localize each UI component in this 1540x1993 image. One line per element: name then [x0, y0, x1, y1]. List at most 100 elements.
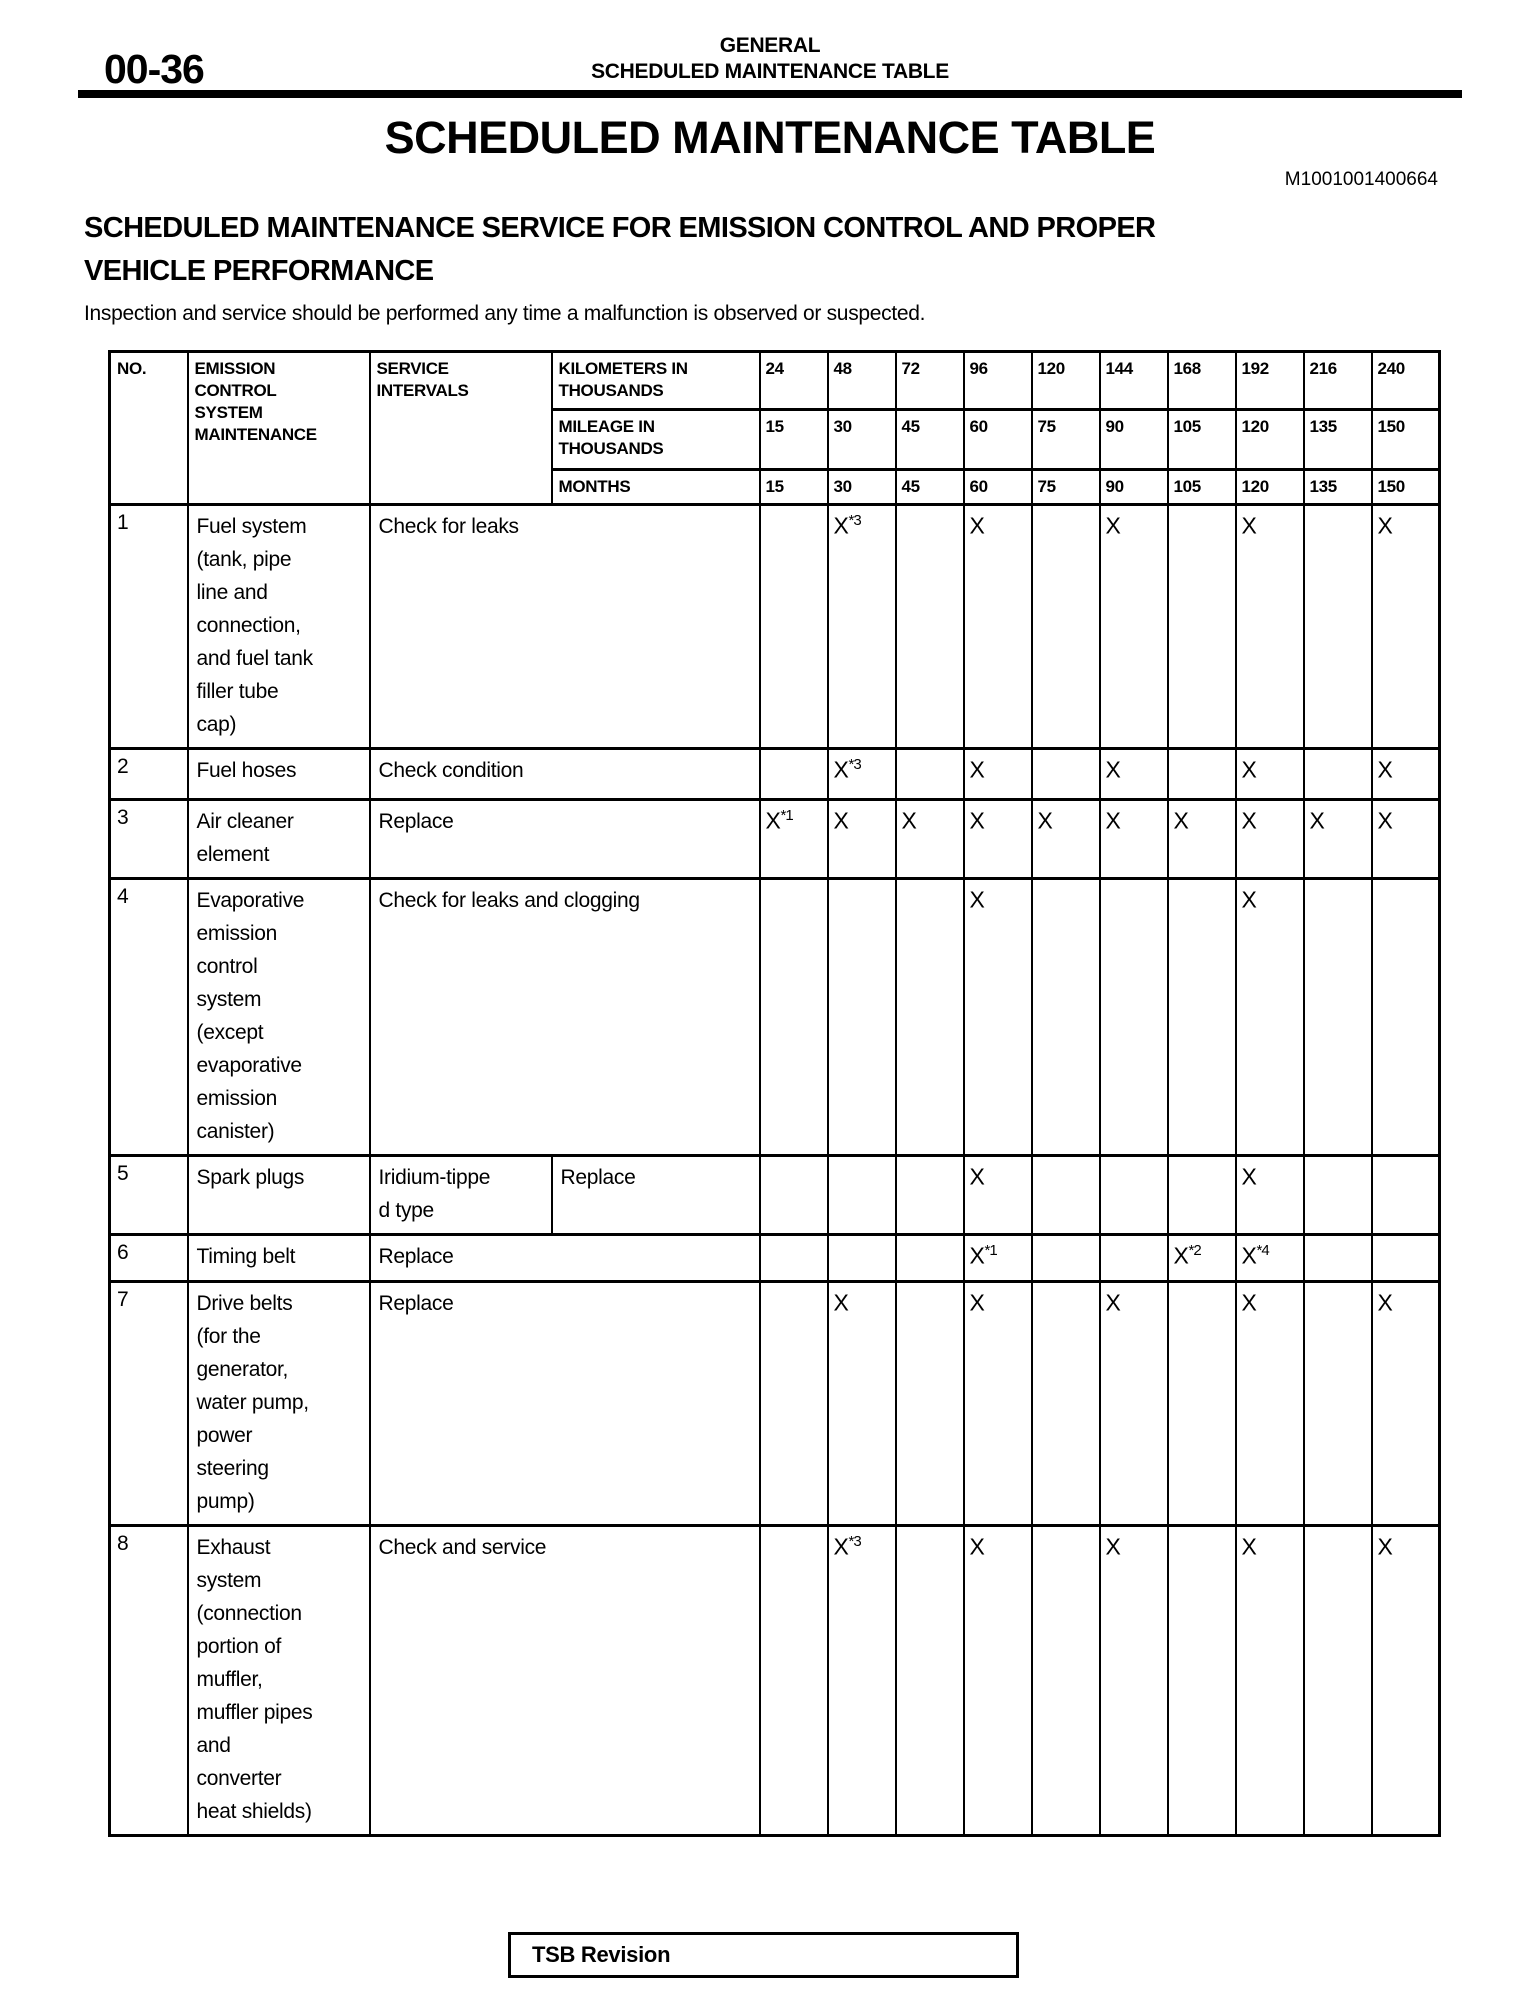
mark-cell: X: [1234, 1524, 1305, 1837]
km-value: 144: [1098, 350, 1169, 411]
mark-cell: [1302, 1233, 1373, 1283]
item-cell: Timing belt: [186, 1233, 371, 1283]
item-cell: Air cleaner element: [186, 798, 371, 880]
mark-footnote: *1: [780, 807, 794, 824]
mark-x: X: [1241, 807, 1257, 834]
col-header-intervals: SERVICE INTERVALS: [368, 350, 553, 506]
mark-x: X: [969, 512, 985, 539]
mark-cell: [1166, 1280, 1237, 1527]
mark-cell: X: [1234, 503, 1305, 750]
mark-x: X: [833, 512, 849, 539]
mark-cell: [894, 747, 965, 801]
mark-x: X: [1377, 512, 1393, 539]
table-row-air-cleaner: 3 Air cleaner element Replace X*1 X X X …: [108, 798, 1441, 880]
km-value: 216: [1302, 350, 1373, 411]
mark-cell: X*2: [1166, 1233, 1237, 1283]
mark-cell: [1166, 1154, 1237, 1236]
mark-x: X: [1105, 512, 1121, 539]
mark-cell: X: [1234, 747, 1305, 801]
page-number: 00-36: [104, 46, 205, 92]
mark-cell: X: [1098, 1280, 1169, 1527]
mark-x: X: [1105, 756, 1121, 783]
mark-cell: [894, 1280, 965, 1527]
col-header-no: NO.: [108, 350, 189, 506]
mark-cell: X: [1234, 1280, 1305, 1527]
km-value: 192: [1234, 350, 1305, 411]
mark-cell: [1030, 1524, 1101, 1837]
document-code: M1001001400664: [1284, 169, 1438, 190]
mark-cell: X: [1166, 798, 1237, 880]
mileage-value: 135: [1302, 408, 1373, 471]
mark-x: X: [833, 807, 849, 834]
mileage-value: 120: [1234, 408, 1305, 471]
mark-cell: [1030, 1280, 1101, 1527]
mark-cell: X: [826, 798, 897, 880]
mark-cell: X*3: [826, 747, 897, 801]
header-row-mileage: MILEAGE IN THOUSANDS 15 30 45 60 75 90 1…: [110, 408, 1441, 471]
chapter-title: GENERAL: [719, 34, 821, 57]
mileage-value: 45: [894, 408, 965, 471]
mark-cell: X: [962, 877, 1033, 1157]
mark-cell: [1030, 1233, 1101, 1283]
table-row-fuel-system: 1 Fuel system (tank, pipe line and conne…: [108, 503, 1441, 750]
mark-cell: X: [1234, 1154, 1305, 1236]
months-value: 105: [1166, 468, 1237, 506]
mark-cell: [894, 1524, 965, 1837]
km-value: 168: [1166, 350, 1237, 411]
mark-cell: X*1: [962, 1233, 1033, 1283]
service-cell: Replace: [368, 798, 761, 880]
mark-cell: X*3: [826, 503, 897, 750]
mark-x: X: [833, 1533, 849, 1560]
mark-footnote: *3: [848, 512, 862, 529]
mileage-value: 105: [1166, 408, 1237, 471]
km-value: 48: [826, 350, 897, 411]
mark-cell: X: [1030, 798, 1101, 880]
mark-cell: [894, 1233, 965, 1283]
mark-cell: [894, 503, 965, 750]
mark-cell: [1302, 877, 1373, 1157]
service-cell: Replace: [368, 1280, 761, 1527]
mark-footnote: *4: [1256, 1242, 1270, 1259]
table-row-fuel-hoses: 2 Fuel hoses Check condition X*3 X X X X: [108, 747, 1441, 801]
mark-cell: X: [1098, 503, 1169, 750]
mark-x: X: [1105, 807, 1121, 834]
km-value: 240: [1370, 350, 1441, 411]
mark-cell: X*3: [826, 1524, 897, 1837]
months-value: 135: [1302, 468, 1373, 506]
mark-cell: X: [826, 1280, 897, 1527]
header-row-kilometers: NO. EMISSION CONTROL SYSTEM MAINTENANCE …: [108, 350, 1441, 506]
mark-footnote: *2: [1188, 1242, 1202, 1259]
mark-cell: X: [962, 798, 1033, 880]
mark-x: X: [1241, 1289, 1257, 1316]
row-number: 5: [108, 1154, 189, 1236]
mileage-value: 60: [962, 408, 1033, 471]
mark-cell: [1166, 877, 1237, 1157]
mark-cell: [1030, 747, 1101, 801]
row-label-kilometers: KILOMETERS IN THOUSANDS: [550, 350, 761, 411]
row-number: 3: [108, 798, 189, 880]
mark-cell: X: [1098, 798, 1169, 880]
mileage-value: 75: [1030, 408, 1101, 471]
mark-cell: [1370, 1154, 1441, 1236]
mileage-value: 90: [1098, 408, 1169, 471]
row-label-months: MONTHS: [550, 468, 761, 506]
mark-x: X: [1173, 807, 1189, 834]
item-cell: Drive belts (for the generator, water pu…: [186, 1280, 371, 1527]
header-row-months: MONTHS 15 30 45 60 75 90 105 120 135 150: [110, 468, 1441, 506]
row-number: 4: [108, 877, 189, 1157]
mileage-value: 15: [758, 408, 829, 471]
mark-x: X: [1241, 756, 1257, 783]
mark-x: X: [1377, 756, 1393, 783]
km-value: 24: [758, 350, 829, 411]
table-row-drive-belts: 7 Drive belts (for the generator, water …: [108, 1280, 1441, 1527]
table-row-exhaust-system: 8 Exhaust system (connection portion of …: [108, 1524, 1441, 1837]
mark-x: X: [1377, 807, 1393, 834]
tsb-revision-label: TSB Revision: [532, 1942, 671, 1967]
mark-cell: [758, 877, 829, 1157]
mark-cell: [1302, 1524, 1373, 1837]
mark-x: X: [1241, 1163, 1257, 1190]
mark-cell: [758, 1280, 829, 1527]
months-value: 120: [1234, 468, 1305, 506]
mileage-value: 30: [826, 408, 897, 471]
mark-cell: X: [894, 798, 965, 880]
